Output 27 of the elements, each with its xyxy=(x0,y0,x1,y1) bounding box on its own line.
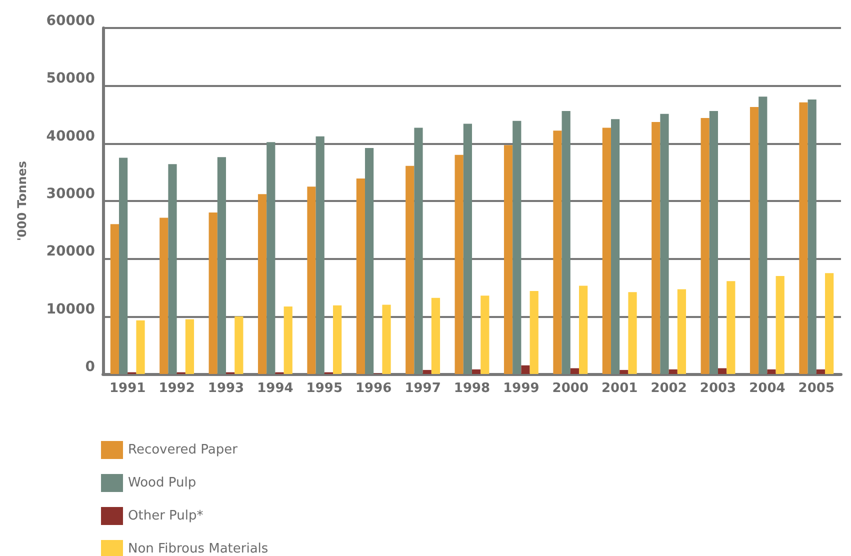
x-tick-label: 1991 xyxy=(110,381,146,396)
x-tick-label: 2000 xyxy=(552,381,588,396)
y-tick-label: 60000 xyxy=(46,13,96,29)
y-tick-label: 0 xyxy=(85,359,96,375)
legend-label: Recovered Paper xyxy=(128,442,238,458)
y-tick-label: 40000 xyxy=(46,128,96,144)
legend-label: Non Fibrous Materials xyxy=(128,542,268,556)
x-tick-label: 1996 xyxy=(356,381,392,396)
y-tick-label: 50000 xyxy=(46,70,96,87)
x-tick-label: 2005 xyxy=(798,381,834,396)
x-tick-label: 2004 xyxy=(749,381,786,396)
x-tick-label: 1999 xyxy=(503,381,540,396)
y-tick-label: 20000 xyxy=(46,244,96,260)
x-tick-label: 1998 xyxy=(454,381,490,396)
y-axis-title: '000 Tonnes xyxy=(15,160,29,242)
x-tick-label: 2001 xyxy=(602,381,638,396)
y-tick-label: 10000 xyxy=(46,301,96,318)
legend-label: Other Pulp* xyxy=(128,508,204,524)
y-tick-label: 30000 xyxy=(46,186,96,202)
x-tick-label: 1994 xyxy=(257,381,294,396)
x-tick-label: 1995 xyxy=(306,381,342,396)
x-tick-label: 1992 xyxy=(158,381,195,396)
x-tick-label: 2003 xyxy=(700,381,736,396)
legend-label: Wood Pulp xyxy=(128,476,196,490)
x-tick-label: 1993 xyxy=(208,381,244,396)
x-tick-label: 2002 xyxy=(650,381,687,396)
x-tick-label: 1997 xyxy=(404,381,441,396)
